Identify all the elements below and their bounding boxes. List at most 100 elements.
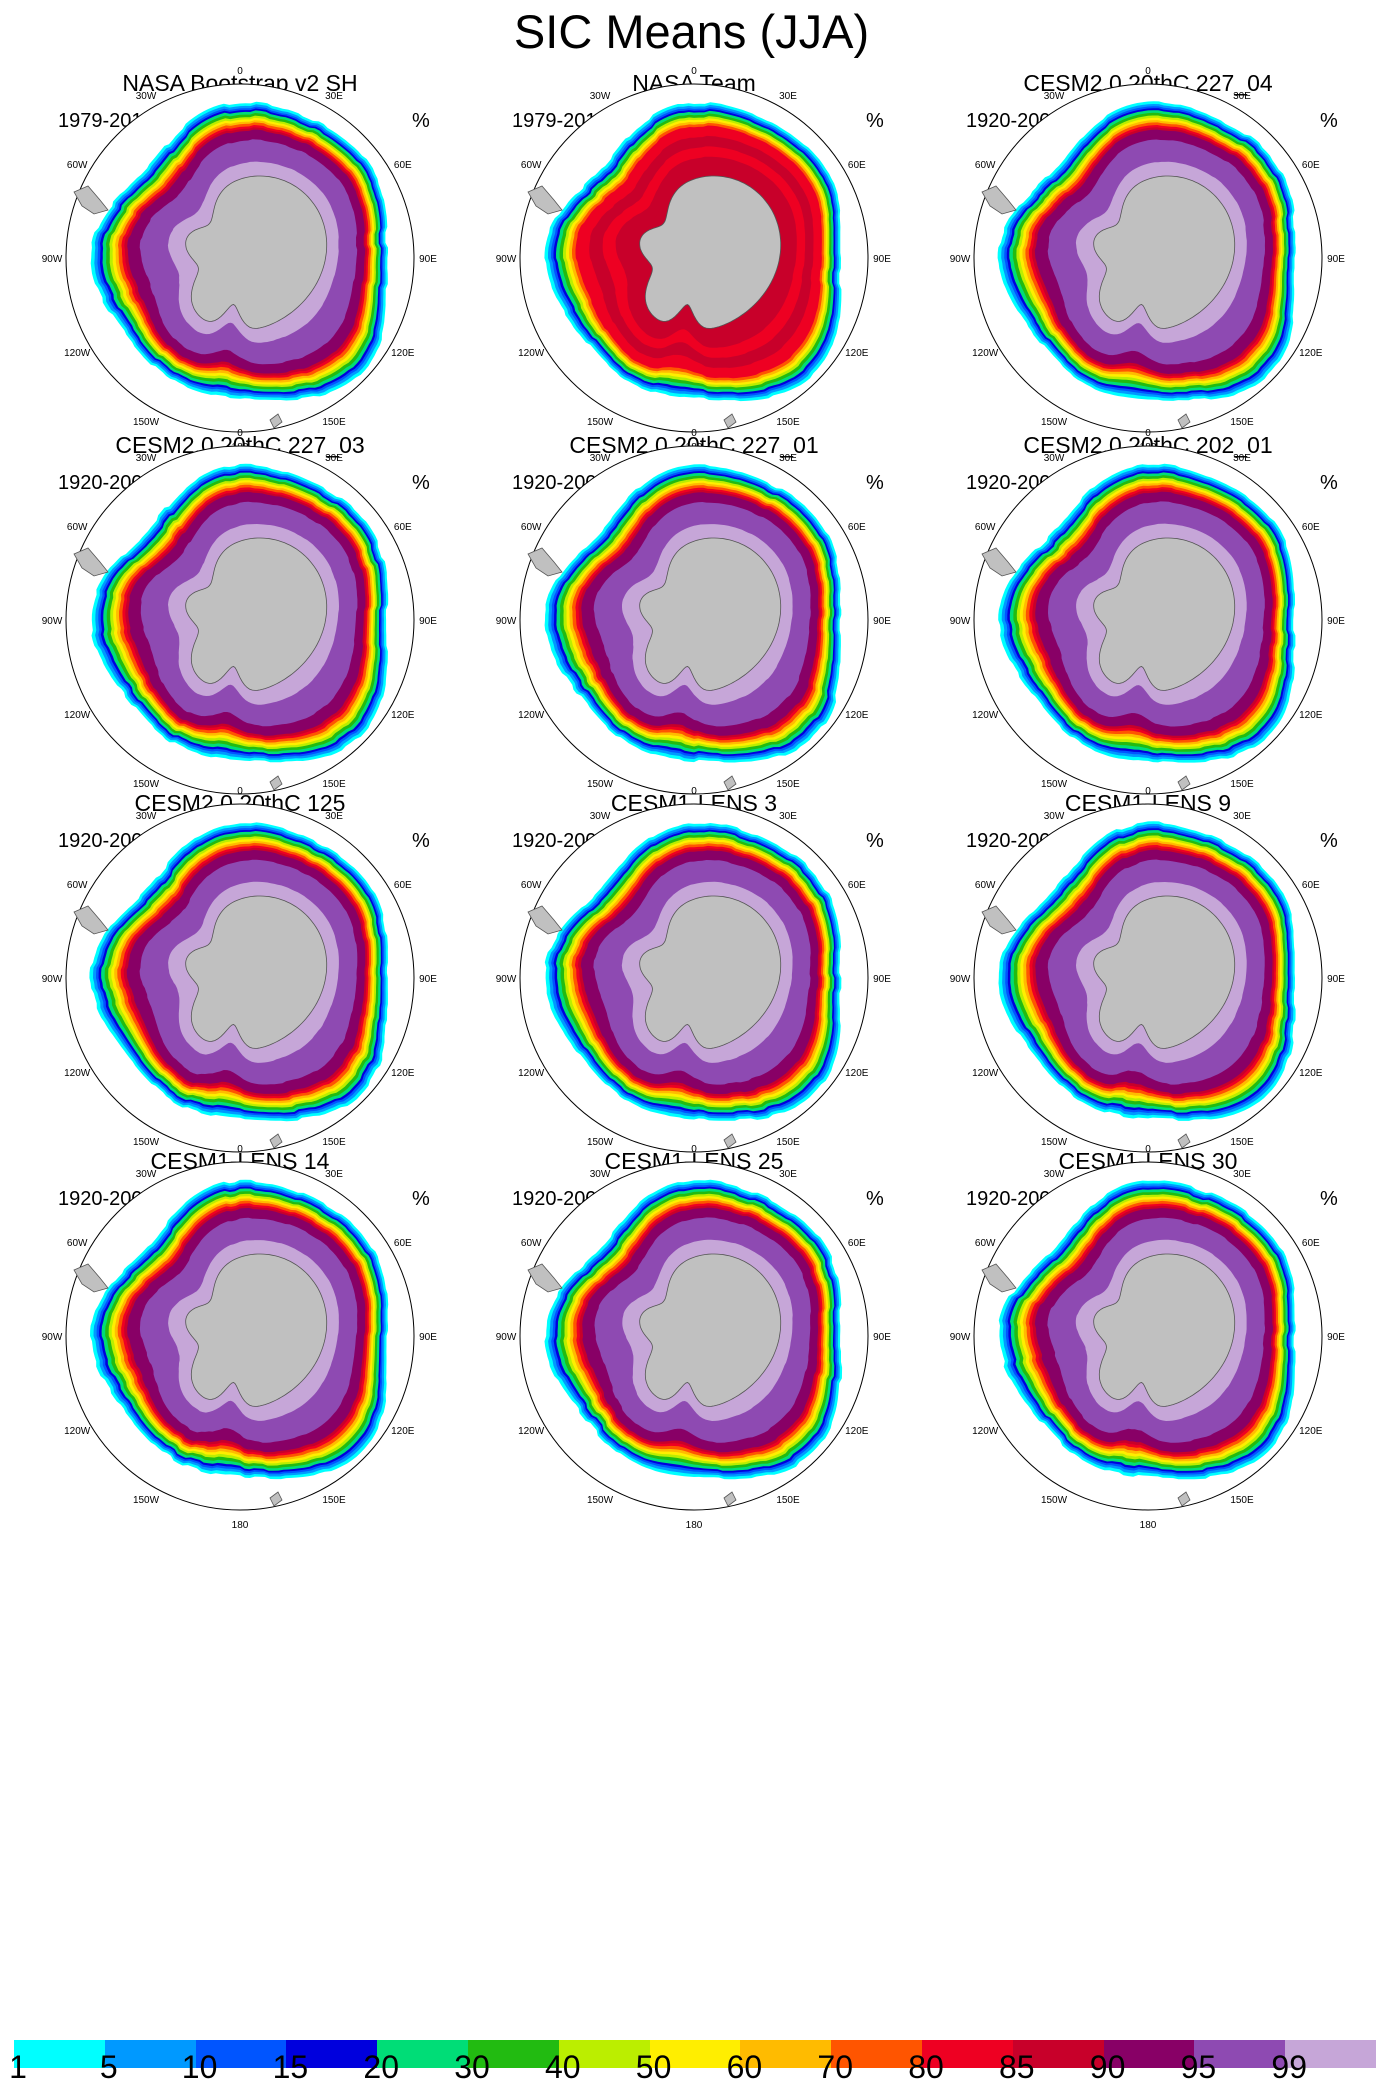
- map-panel: CESM1-LENS 30 1920-2005% 0 30E 60E 90E 120E 150…: [918, 1144, 1378, 1618]
- longitude-label: 150E: [322, 1495, 346, 1506]
- longitude-label: 90W: [496, 254, 517, 265]
- panel-units: %: [1320, 830, 1338, 852]
- longitude-label: 30E: [325, 91, 343, 102]
- longitude-label: 0: [691, 786, 697, 797]
- longitude-label: 30W: [136, 91, 157, 102]
- longitude-label: 180: [232, 1520, 249, 1531]
- colorbar-box: [468, 2040, 560, 2068]
- map-panel: CESM2.0 20thC 227_03 1920-2005% 0 30E 60E 90E…: [10, 428, 470, 902]
- antarctica-landmass: [639, 537, 782, 691]
- new-zealand-landmass: [723, 1133, 737, 1149]
- longitude-label: 60W: [67, 880, 88, 891]
- longitude-label: 90W: [42, 1332, 63, 1343]
- colorbar-tick-label: 99: [1271, 2049, 1307, 2085]
- longitude-label: 120W: [64, 1426, 91, 1437]
- longitude-label: 180: [686, 1520, 703, 1531]
- longitude-label: 30W: [590, 1169, 611, 1180]
- longitude-label: 0: [237, 428, 243, 439]
- longitude-label: 150E: [1230, 417, 1254, 428]
- longitude-label: 90W: [950, 254, 971, 265]
- colorbar-tick-label: 10: [181, 2049, 218, 2085]
- longitude-label: 150W: [133, 417, 160, 428]
- longitude-label: 90W: [496, 616, 517, 627]
- longitude-label: 60E: [1302, 522, 1320, 533]
- colorbar-box: [1194, 2040, 1286, 2068]
- longitude-label: 90E: [873, 254, 891, 265]
- longitude-label: 0: [691, 1144, 697, 1155]
- longitude-label: 30E: [1233, 811, 1251, 822]
- south-america-landmass: [73, 547, 109, 577]
- panel-units: %: [866, 830, 884, 852]
- panel-units: %: [412, 830, 430, 852]
- colorbar-box: [1012, 2040, 1105, 2068]
- longitude-label: 150W: [587, 417, 614, 428]
- longitude-label: 90E: [419, 1332, 437, 1343]
- map-panel: CESM2.0 20thC 227_04 1920-2005% 0 30E 60E 90E…: [918, 66, 1378, 540]
- south-america-landmass: [981, 547, 1017, 577]
- longitude-label: 30W: [136, 453, 157, 464]
- antarctica-landmass: [639, 1253, 782, 1407]
- panel-units: %: [866, 1188, 884, 1210]
- longitude-label: 90E: [1327, 616, 1345, 627]
- new-zealand-landmass: [723, 413, 737, 429]
- longitude-label: 150W: [1041, 417, 1068, 428]
- longitude-label: 30E: [779, 811, 797, 822]
- colorbar-box: [104, 2040, 197, 2068]
- longitude-label: 60E: [1302, 160, 1320, 171]
- longitude-label: 120E: [1299, 1068, 1323, 1079]
- figure-title: SIC Means (JJA): [513, 5, 870, 58]
- longitude-label: 0: [1145, 66, 1151, 77]
- south-america-landmass: [73, 1263, 109, 1293]
- longitude-label: 120W: [972, 1426, 999, 1437]
- longitude-label: 30E: [325, 1169, 343, 1180]
- panel-grid: NASA Bootstrap v2 SH 1979-2014% 0 30E 60E 90E…: [10, 66, 1378, 1618]
- antarctica-landmass: [639, 895, 782, 1049]
- longitude-label: 150E: [1230, 1495, 1254, 1506]
- longitude-label: 120E: [845, 1426, 869, 1437]
- longitude-label: 60W: [67, 522, 88, 533]
- panel-units: %: [412, 110, 430, 132]
- longitude-label: 90E: [1327, 1332, 1345, 1343]
- longitude-label: 60W: [521, 522, 542, 533]
- colorbar-box: [377, 2040, 469, 2068]
- colorbar-box: [649, 2040, 741, 2068]
- longitude-label: 90W: [950, 1332, 971, 1343]
- map-panel: CESM2.0 20thC 125 1920-2005% 0 30E 60E 90E 120…: [10, 786, 470, 1260]
- colorbar-tick-label: 40: [545, 2049, 581, 2085]
- colorbar-box: [922, 2040, 1014, 2068]
- longitude-label: 150W: [1041, 1137, 1068, 1148]
- colorbar-box: [1285, 2040, 1377, 2068]
- longitude-label: 60W: [975, 522, 996, 533]
- longitude-label: 30E: [1233, 1169, 1251, 1180]
- new-zealand-landmass: [1177, 1133, 1191, 1149]
- longitude-label: 120W: [64, 348, 91, 359]
- colorbar-tick-label: 1: [9, 2049, 27, 2085]
- antarctica-landmass: [639, 175, 782, 329]
- longitude-label: 90E: [873, 974, 891, 985]
- new-zealand-landmass: [269, 1491, 283, 1507]
- longitude-label: 90E: [873, 616, 891, 627]
- longitude-label: 60E: [848, 160, 866, 171]
- longitude-label: 60W: [521, 160, 542, 171]
- south-america-landmass: [527, 547, 563, 577]
- map-panel: NASA Bootstrap v2 SH 1979-2014% 0 30E 60E 90E…: [10, 66, 470, 540]
- colorbar-box: [195, 2040, 287, 2068]
- south-america-landmass: [527, 185, 563, 215]
- longitude-label: 60E: [848, 522, 866, 533]
- new-zealand-landmass: [1177, 1491, 1191, 1507]
- longitude-label: 60W: [521, 1238, 542, 1249]
- south-america-landmass: [527, 905, 563, 935]
- map-panel: CESM1-LENS 14 1920-2005% 0 30E 60E 90E 120E 150…: [10, 1144, 470, 1618]
- new-zealand-landmass: [1177, 775, 1191, 791]
- longitude-label: 0: [237, 786, 243, 797]
- colorbar-tick-label: 30: [454, 2049, 490, 2085]
- new-zealand-landmass: [269, 1133, 283, 1149]
- new-zealand-landmass: [269, 775, 283, 791]
